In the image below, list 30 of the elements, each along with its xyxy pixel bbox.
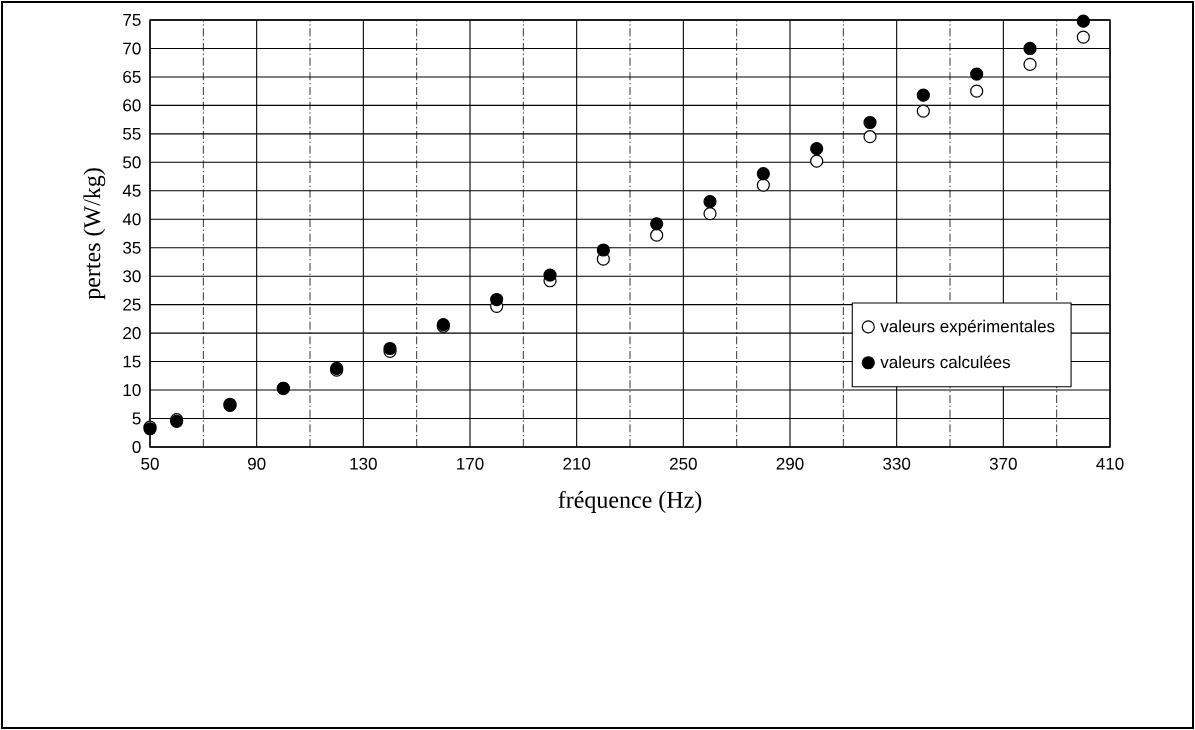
y-axis-title: pertes (W/kg)	[83, 168, 106, 300]
x-tick-label: 410	[1096, 457, 1124, 470]
y-tick-label: 50	[123, 156, 141, 169]
x-tick-label: 250	[670, 457, 697, 470]
x-tick-label: 330	[883, 457, 911, 470]
y-tick-label: 20	[123, 327, 141, 340]
y-tick-label: 15	[123, 355, 141, 368]
x-tick-label: 210	[563, 457, 591, 470]
x-tick-label: 50	[141, 457, 159, 470]
y-tick-label: 35	[123, 241, 141, 254]
y-tick-label: 0	[132, 440, 141, 454]
legend-label: valeurs calculées	[880, 355, 1011, 369]
y-tick-label: 55	[123, 127, 141, 140]
y-tick-label: 30	[123, 270, 141, 283]
x-tick-label: 170	[457, 457, 484, 470]
y-tick-label: 25	[123, 298, 141, 311]
y-tick-label: 45	[122, 184, 141, 197]
y-tick-label: 75	[123, 14, 141, 26]
legend-label: valeurs expérimentales	[880, 319, 1055, 336]
y-tick-label: 60	[123, 99, 141, 112]
x-tick-label: 370	[989, 457, 1017, 470]
y-tick-label: 10	[123, 384, 141, 397]
x-axis-title: fréquence (Hz)	[558, 490, 702, 513]
y-tick-label: 5	[132, 412, 141, 425]
x-tick-label: 290	[776, 457, 804, 470]
x-tick-label: 90	[248, 457, 266, 470]
y-tick-label: 65	[123, 70, 141, 83]
y-tick-label: 40	[122, 213, 141, 226]
y-tick-label: 70	[123, 42, 141, 55]
x-tick-label: 130	[350, 457, 377, 470]
